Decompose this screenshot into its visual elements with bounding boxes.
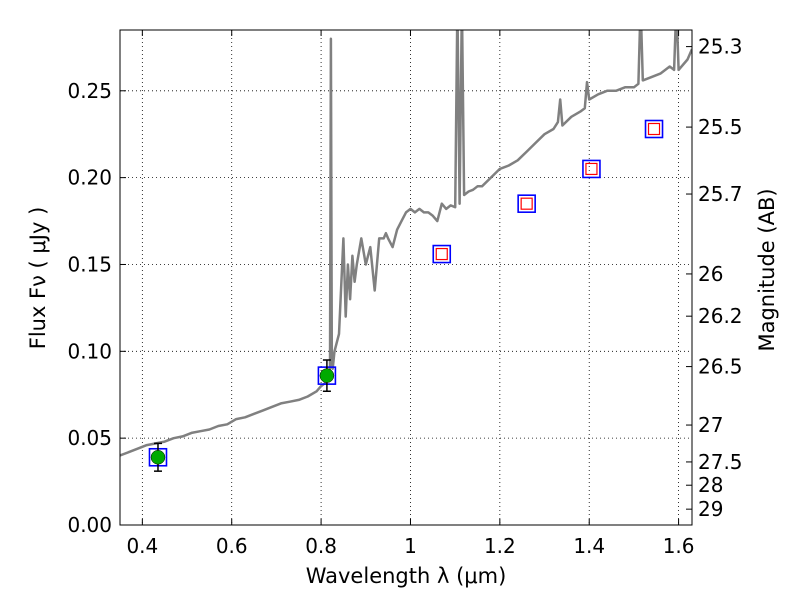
ticks: 0.4 0.6 0.8 1 1.2 1.4 1.6 0.00 0.05 0.10 0.15 0.20 0…: [67, 30, 743, 558]
right-tick-label: 27: [698, 413, 723, 437]
x-tick-label: 0.8: [305, 534, 337, 558]
plot-area: [120, 30, 692, 472]
x-tick-label: 1.4: [573, 534, 605, 558]
model-flux-box: [644, 119, 664, 139]
grid: [120, 30, 692, 526]
right-tick-label: 28: [698, 473, 723, 497]
y-tick-label: 0.05: [67, 426, 112, 450]
right-tick-label: 26.5: [698, 355, 743, 379]
x-tick-label: 1.6: [663, 534, 695, 558]
y-tick-label: 0.20: [67, 166, 112, 190]
measured-flux-point: [319, 368, 335, 383]
x-tick-label: 1: [404, 534, 417, 558]
right-axis-label: Magnitude (AB): [755, 188, 779, 351]
model-flux-box: [432, 244, 452, 264]
right-tick-label: 25.7: [698, 182, 743, 206]
model-flux-box: [517, 194, 536, 213]
plot-frame: [119, 29, 693, 526]
x-axis-label: Wavelength λ (μm): [306, 564, 507, 588]
right-tick-label: 26: [698, 262, 723, 286]
right-tick-label: 27.5: [698, 450, 743, 474]
upper-limit-box: [647, 122, 661, 136]
right-tick-label: 25.3: [698, 35, 743, 59]
y-tick-label: 0.25: [67, 79, 112, 103]
model-flux-box: [582, 159, 601, 179]
x-tick-label: 0.6: [216, 534, 248, 558]
y-tick-label: 0.10: [67, 339, 112, 363]
right-tick-label: 25.5: [698, 115, 743, 139]
y-axis-label: Flux Fν ( μJy ): [26, 207, 50, 350]
y-tick-label: 0.00: [67, 513, 112, 537]
upper-limit-box: [520, 197, 533, 210]
x-tick-label: 1.2: [484, 534, 516, 558]
right-tick-label: 26.2: [698, 304, 743, 328]
measured-flux-point: [150, 450, 166, 465]
y-tick-label: 0.15: [67, 252, 112, 276]
upper-limit-box: [585, 162, 598, 176]
right-tick-label: 29: [698, 497, 723, 521]
upper-limit-box: [435, 247, 448, 261]
x-tick-label: 0.4: [126, 534, 158, 558]
template-spectrum-line: [120, 30, 692, 457]
